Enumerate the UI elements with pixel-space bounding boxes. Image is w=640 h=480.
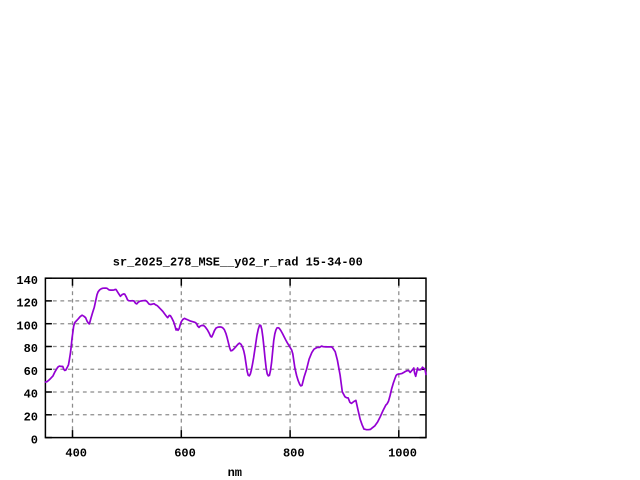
svg-text:nm: nm bbox=[228, 466, 242, 480]
svg-text:40: 40 bbox=[24, 388, 38, 402]
svg-text:400: 400 bbox=[65, 447, 87, 461]
svg-text:140: 140 bbox=[16, 274, 38, 288]
svg-text:20: 20 bbox=[24, 410, 38, 424]
svg-text:0: 0 bbox=[31, 433, 38, 447]
svg-text:600: 600 bbox=[174, 447, 196, 461]
svg-text:80: 80 bbox=[24, 342, 38, 356]
svg-text:sr_2025_278_MSE__y02_r_rad 15-: sr_2025_278_MSE__y02_r_rad 15-34-00 bbox=[113, 255, 363, 269]
svg-text:1000: 1000 bbox=[388, 447, 417, 461]
svg-text:100: 100 bbox=[16, 319, 38, 333]
svg-text:60: 60 bbox=[24, 365, 38, 379]
svg-text:800: 800 bbox=[283, 447, 305, 461]
svg-text:120: 120 bbox=[16, 297, 38, 311]
